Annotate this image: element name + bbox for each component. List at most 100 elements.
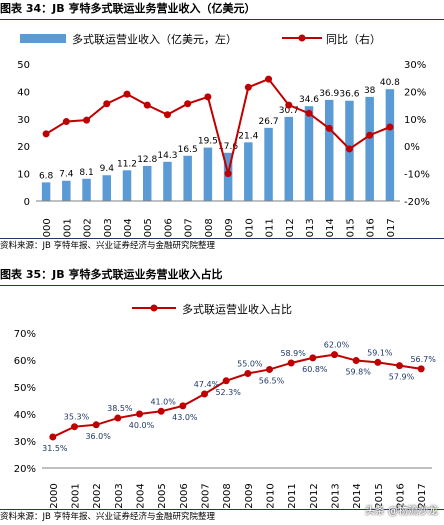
share-point — [417, 365, 425, 373]
share-point — [114, 414, 122, 422]
bar-value-label: 34.6 — [299, 95, 319, 105]
watermark: 头条 @物流沙龙 — [364, 506, 438, 517]
point-value-label: 59.1% — [367, 348, 393, 357]
yoy-point — [325, 124, 333, 132]
yoy-point — [366, 131, 374, 139]
x-tick-label: 2005 — [157, 483, 168, 508]
left-axis-tick: 50 — [17, 60, 30, 71]
point-value-label: 52.3% — [215, 388, 241, 397]
bar — [102, 175, 112, 201]
chart1-source: 资料来源：JB 亨特年报、兴业证券经济与金融研究院整理 — [0, 241, 216, 251]
share-point — [179, 402, 187, 410]
x-tick-label: 2011 — [265, 218, 276, 238]
point-value-label: 43.0% — [172, 413, 198, 422]
point-value-label: 57.9% — [389, 373, 415, 382]
bar-value-label: 12.8 — [137, 155, 157, 165]
bar — [122, 170, 132, 201]
yoy-point — [285, 101, 293, 109]
x-tick-label: 2000 — [42, 218, 53, 238]
bar — [385, 89, 395, 201]
share-point — [92, 421, 100, 429]
point-value-label: 31.5% — [42, 444, 68, 453]
share-point — [201, 390, 208, 398]
x-tick-label: 2016 — [396, 483, 407, 508]
point-value-label: 58.9% — [280, 349, 306, 358]
bar-value-label: 38 — [364, 86, 376, 96]
x-tick-label: 2015 — [374, 483, 385, 508]
chart2-title-rule — [0, 285, 444, 286]
right-axis-tick: 20% — [404, 87, 426, 98]
share-point — [331, 351, 338, 359]
right-axis-tick: -20% — [404, 197, 430, 208]
left-axis-tick: 40 — [17, 87, 30, 98]
x-tick-label: 2002 — [83, 218, 94, 238]
bar — [304, 106, 314, 201]
left-axis-tick: 30 — [17, 115, 30, 126]
share-point — [136, 410, 143, 418]
bar — [365, 96, 374, 201]
x-tick-label: 2000 — [49, 483, 60, 508]
bar-value-label: 26.7 — [259, 117, 279, 127]
share-point — [396, 362, 403, 370]
bar — [324, 99, 334, 201]
left-axis-tick: 20 — [17, 142, 30, 153]
legend-line-marker — [298, 34, 306, 42]
y-axis-tick: 30% — [14, 437, 36, 448]
bar-value-label: 16.5 — [178, 145, 198, 155]
yoy-point — [265, 75, 273, 83]
bar — [183, 155, 192, 201]
yoy-point — [184, 100, 192, 108]
x-tick-label: 2013 — [331, 483, 342, 508]
point-value-label: 59.8% — [345, 368, 371, 377]
point-value-label: 35.3% — [64, 413, 90, 422]
x-tick-label: 2003 — [103, 218, 114, 238]
bar — [163, 161, 172, 201]
x-tick-label: 2006 — [163, 218, 174, 238]
share-point — [244, 370, 252, 377]
bar-value-label: 21.4 — [238, 131, 258, 141]
x-tick-label: 2006 — [179, 483, 190, 508]
chart2-bottom-rule — [0, 509, 444, 510]
y-axis-tick: 40% — [14, 410, 36, 421]
legend-line-label: 同比（右） — [326, 32, 381, 46]
x-tick-label: 2001 — [71, 483, 82, 508]
yoy-point — [143, 101, 151, 109]
x-tick-label: 2011 — [287, 483, 298, 508]
point-value-label: 36.0% — [85, 432, 111, 441]
chart1-title: 图表 34：JB 亨特多式联运业务营业收入（亿美元） — [0, 2, 256, 15]
x-tick-label: 2014 — [352, 483, 363, 508]
bar-value-label: 30.7 — [279, 106, 299, 116]
chart1-svg: 多式联运营业收入（亿美元，左） 同比（右） 0 10 20 30 40 50 -20% -10% 0… — [17, 32, 430, 238]
bar-value-label: 19.5 — [198, 137, 218, 147]
share-point — [49, 433, 57, 441]
x-tick-label: 2005 — [143, 218, 154, 238]
point-value-label: 56.7% — [410, 355, 436, 364]
yoy-point — [224, 170, 232, 178]
yoy-point — [62, 118, 70, 126]
yoy-point — [103, 100, 111, 108]
x-tick-label: 2004 — [123, 218, 134, 238]
share-point — [352, 357, 360, 365]
y-axis-tick: 50% — [14, 383, 36, 394]
left-axis-tick: 10 — [17, 170, 30, 181]
yoy-point — [305, 109, 313, 117]
yoy-point — [123, 90, 131, 98]
share-point — [266, 365, 273, 373]
bar-value-label: 14.3 — [157, 151, 177, 161]
bar — [203, 147, 213, 201]
legend-bar-swatch — [20, 34, 66, 43]
x-tick-label: 2017 — [386, 218, 397, 238]
x-tick-label: 2004 — [136, 483, 147, 508]
bar — [244, 142, 253, 201]
y-axis-tick: 60% — [14, 356, 36, 367]
bar — [41, 182, 51, 201]
share-point — [374, 358, 382, 366]
point-value-label: 40.0% — [129, 421, 155, 430]
x-tick-label: 2010 — [266, 483, 277, 508]
chart2-svg: 多式联运营业收入占比 20% 30% 40% 50% 60% 70% 31.5% 35.3% 36… — [14, 302, 437, 508]
yoy-point — [163, 111, 171, 119]
x-tick-label: 2014 — [325, 218, 336, 238]
bar — [82, 178, 91, 201]
bar — [142, 165, 152, 201]
x-tick-label: 2010 — [244, 218, 255, 238]
